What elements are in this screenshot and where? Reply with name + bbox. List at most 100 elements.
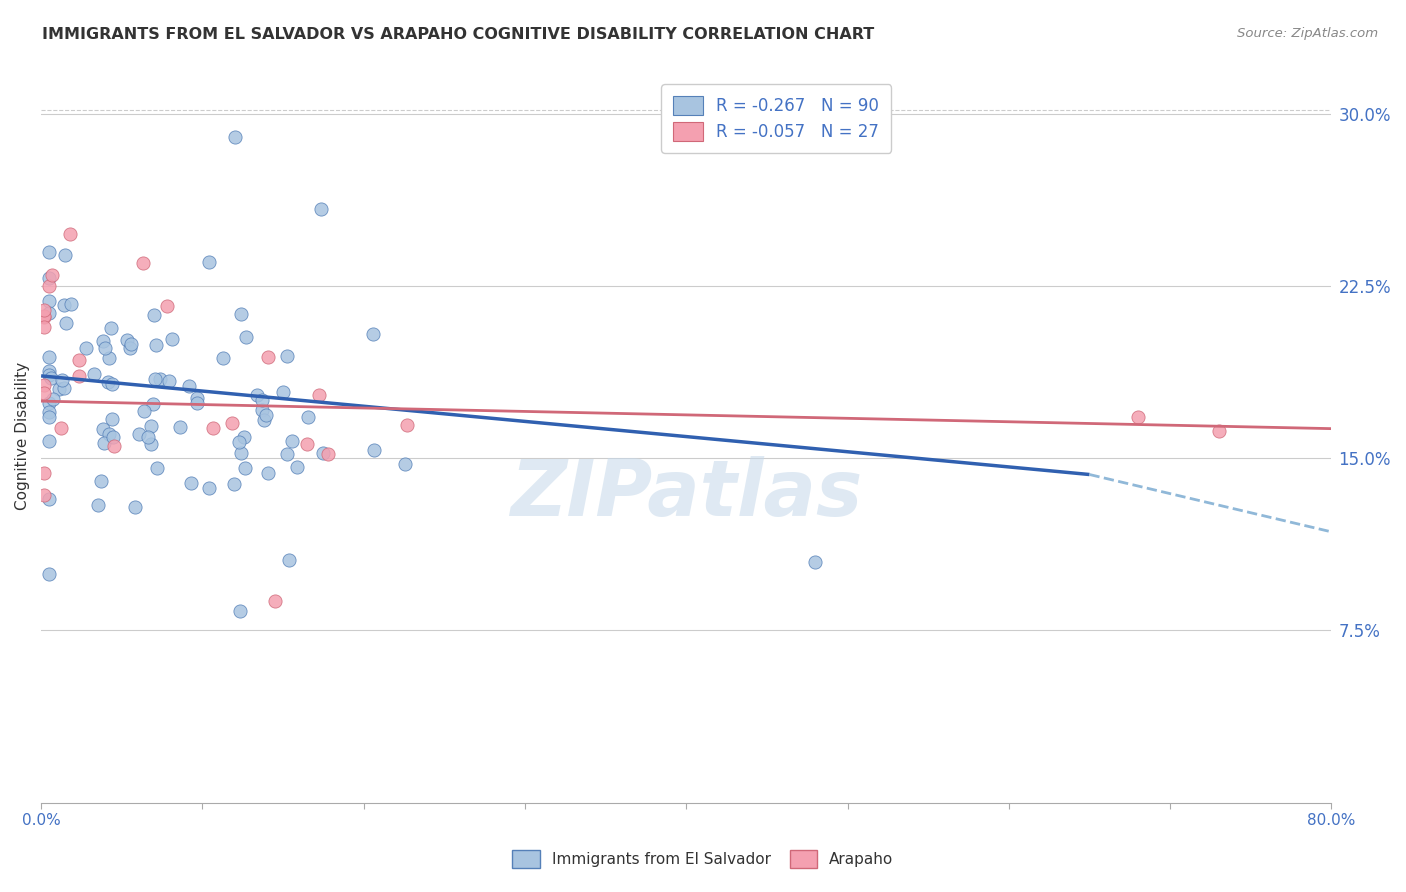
Point bbox=[38, 271, 60, 285]
Legend: Immigrants from El Salvador, Arapaho: Immigrants from El Salvador, Arapaho bbox=[501, 838, 905, 880]
Point bbox=[34, 466, 56, 480]
Point bbox=[38, 245, 60, 260]
Text: ZIPatlas: ZIPatlas bbox=[510, 456, 862, 533]
Point bbox=[202, 421, 225, 435]
Point bbox=[246, 388, 269, 402]
Point bbox=[139, 419, 162, 434]
Point bbox=[38, 567, 60, 582]
Point bbox=[38, 306, 60, 320]
Point bbox=[198, 481, 221, 495]
Point bbox=[98, 351, 121, 366]
Point bbox=[53, 298, 76, 312]
Point bbox=[128, 426, 150, 441]
Point bbox=[186, 396, 208, 410]
Point bbox=[55, 316, 77, 330]
Point bbox=[142, 397, 165, 411]
Point bbox=[60, 296, 83, 310]
Point bbox=[394, 457, 416, 471]
Point bbox=[222, 476, 245, 491]
Point bbox=[120, 336, 142, 351]
Point bbox=[87, 498, 110, 512]
Point bbox=[149, 372, 172, 386]
Point bbox=[169, 420, 191, 434]
Point bbox=[39, 370, 62, 384]
Text: Source: ZipAtlas.com: Source: ZipAtlas.com bbox=[1237, 27, 1378, 40]
Point bbox=[308, 388, 330, 402]
Point bbox=[212, 351, 235, 365]
Point bbox=[101, 412, 124, 426]
Point bbox=[277, 552, 299, 566]
Point bbox=[91, 334, 114, 349]
Point bbox=[38, 350, 60, 364]
Point bbox=[363, 326, 385, 341]
Point bbox=[34, 377, 56, 392]
Point bbox=[136, 430, 159, 444]
Point bbox=[141, 436, 163, 450]
Point bbox=[156, 299, 179, 313]
Point bbox=[264, 593, 287, 607]
Point bbox=[157, 374, 180, 388]
Point bbox=[100, 377, 122, 392]
Point bbox=[1126, 410, 1149, 425]
Point bbox=[1208, 424, 1230, 438]
Point bbox=[48, 382, 70, 396]
Point bbox=[42, 392, 65, 406]
Point bbox=[41, 268, 63, 283]
Point bbox=[316, 446, 339, 460]
Point bbox=[38, 409, 60, 424]
Point bbox=[94, 341, 117, 355]
Point bbox=[312, 446, 335, 460]
Point bbox=[160, 333, 183, 347]
Point bbox=[132, 404, 155, 418]
Point bbox=[250, 403, 273, 417]
Point bbox=[235, 460, 257, 475]
Point bbox=[90, 474, 112, 488]
Point bbox=[34, 309, 56, 323]
Point bbox=[363, 443, 385, 458]
Point bbox=[132, 256, 155, 270]
Point bbox=[53, 248, 76, 262]
Point bbox=[198, 254, 221, 268]
Point bbox=[93, 436, 115, 450]
Point bbox=[311, 202, 333, 216]
Point bbox=[257, 466, 280, 480]
Legend: R = -0.267   N = 90, R = -0.057   N = 27: R = -0.267 N = 90, R = -0.057 N = 27 bbox=[661, 84, 891, 153]
Point bbox=[142, 309, 165, 323]
Point bbox=[224, 130, 246, 145]
Point bbox=[38, 396, 60, 410]
Point bbox=[180, 475, 202, 490]
Point bbox=[221, 416, 243, 430]
Point bbox=[34, 320, 56, 334]
Point bbox=[229, 446, 252, 460]
Point bbox=[285, 460, 308, 475]
Point bbox=[235, 330, 257, 344]
Point bbox=[38, 279, 60, 293]
Point bbox=[232, 429, 254, 443]
Point bbox=[120, 341, 142, 355]
Point bbox=[280, 434, 302, 449]
Point bbox=[34, 386, 56, 401]
Point bbox=[91, 422, 114, 436]
Point bbox=[38, 405, 60, 419]
Point bbox=[179, 378, 201, 392]
Point bbox=[145, 372, 167, 386]
Point bbox=[804, 555, 827, 569]
Point bbox=[254, 408, 277, 422]
Point bbox=[38, 434, 60, 448]
Point bbox=[38, 492, 60, 507]
Point bbox=[49, 420, 72, 434]
Point bbox=[100, 320, 122, 334]
Point bbox=[186, 392, 208, 406]
Point bbox=[38, 368, 60, 383]
Point bbox=[98, 427, 121, 442]
Point bbox=[101, 430, 124, 444]
Point bbox=[146, 460, 169, 475]
Point bbox=[228, 434, 250, 449]
Point bbox=[53, 381, 76, 395]
Point bbox=[250, 393, 273, 408]
Point bbox=[276, 446, 298, 460]
Point bbox=[295, 437, 318, 451]
Point bbox=[229, 307, 252, 321]
Point bbox=[34, 488, 56, 502]
Point bbox=[34, 310, 56, 325]
